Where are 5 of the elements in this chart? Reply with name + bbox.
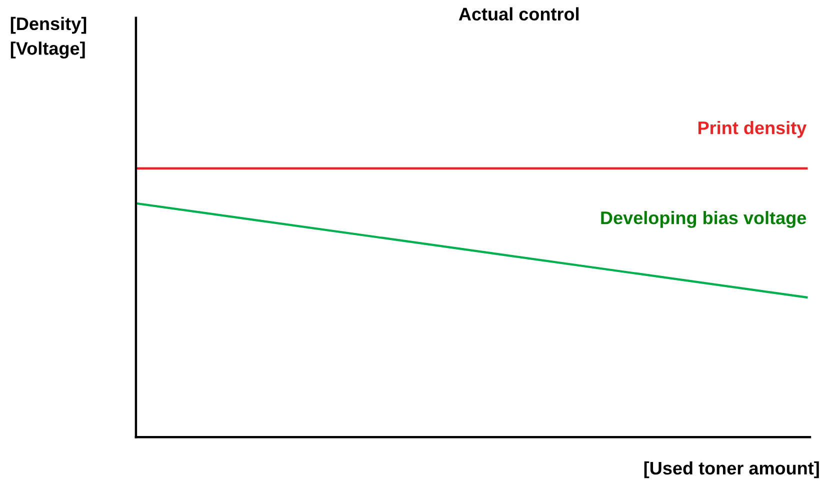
text: [Density] [Voltage] — [10, 16, 86, 58]
chart-title: Actual control — [458, 7, 579, 21]
text: Developing bias voltage — [601, 211, 806, 228]
x-axis-title: [Used toner amount] — [644, 461, 819, 478]
series-label: Print density — [698, 120, 807, 138]
